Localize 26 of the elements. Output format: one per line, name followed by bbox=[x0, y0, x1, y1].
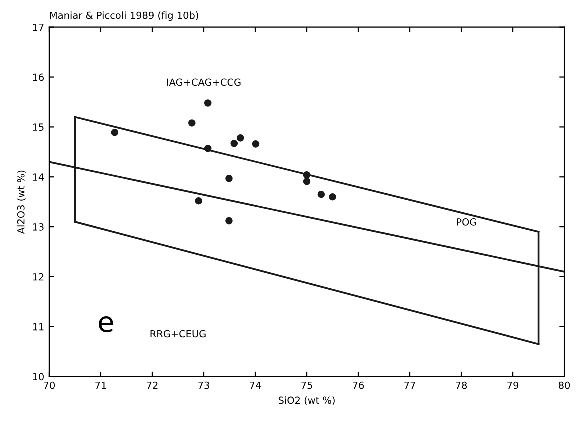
x-tick-label: 76 bbox=[353, 382, 364, 390]
y-axis-title: Al2O3 (wt %) bbox=[17, 170, 26, 234]
x-tick-label: 79 bbox=[508, 382, 519, 390]
x-tick-label: 78 bbox=[456, 382, 468, 390]
y-tick-label: 14 bbox=[33, 174, 44, 181]
y-tick-label: 12 bbox=[33, 273, 44, 281]
x-tick-label: 74 bbox=[250, 382, 262, 390]
x-tick-label: 75 bbox=[302, 382, 312, 390]
x-tick-label: 72 bbox=[147, 382, 158, 390]
annotation: e bbox=[99, 316, 114, 332]
y-tick-label: 17 bbox=[33, 24, 44, 32]
annotation: RRG+CEUG bbox=[150, 330, 206, 338]
y-tick-label: 13 bbox=[33, 224, 44, 231]
annotation: IAG+CAG+CCG bbox=[167, 78, 241, 86]
y-tick-label: 15 bbox=[33, 124, 44, 132]
y-tick-label: 10 bbox=[33, 373, 44, 381]
x-tick-label: 71 bbox=[96, 382, 106, 390]
y-tick-label: 16 bbox=[33, 74, 44, 82]
x-axis-title: SiO2 (wt %) bbox=[278, 396, 335, 406]
chart-title: Maniar & Piccoli 1989 (fig 10b) bbox=[50, 12, 198, 22]
x-tick-label: 77 bbox=[404, 382, 416, 390]
x-tick-label: 70 bbox=[44, 382, 56, 390]
x-tick-label: 80 bbox=[559, 382, 570, 390]
annotation: POG bbox=[457, 218, 476, 226]
y-tick-label: 11 bbox=[33, 323, 44, 331]
x-tick-label: 73 bbox=[198, 382, 210, 390]
